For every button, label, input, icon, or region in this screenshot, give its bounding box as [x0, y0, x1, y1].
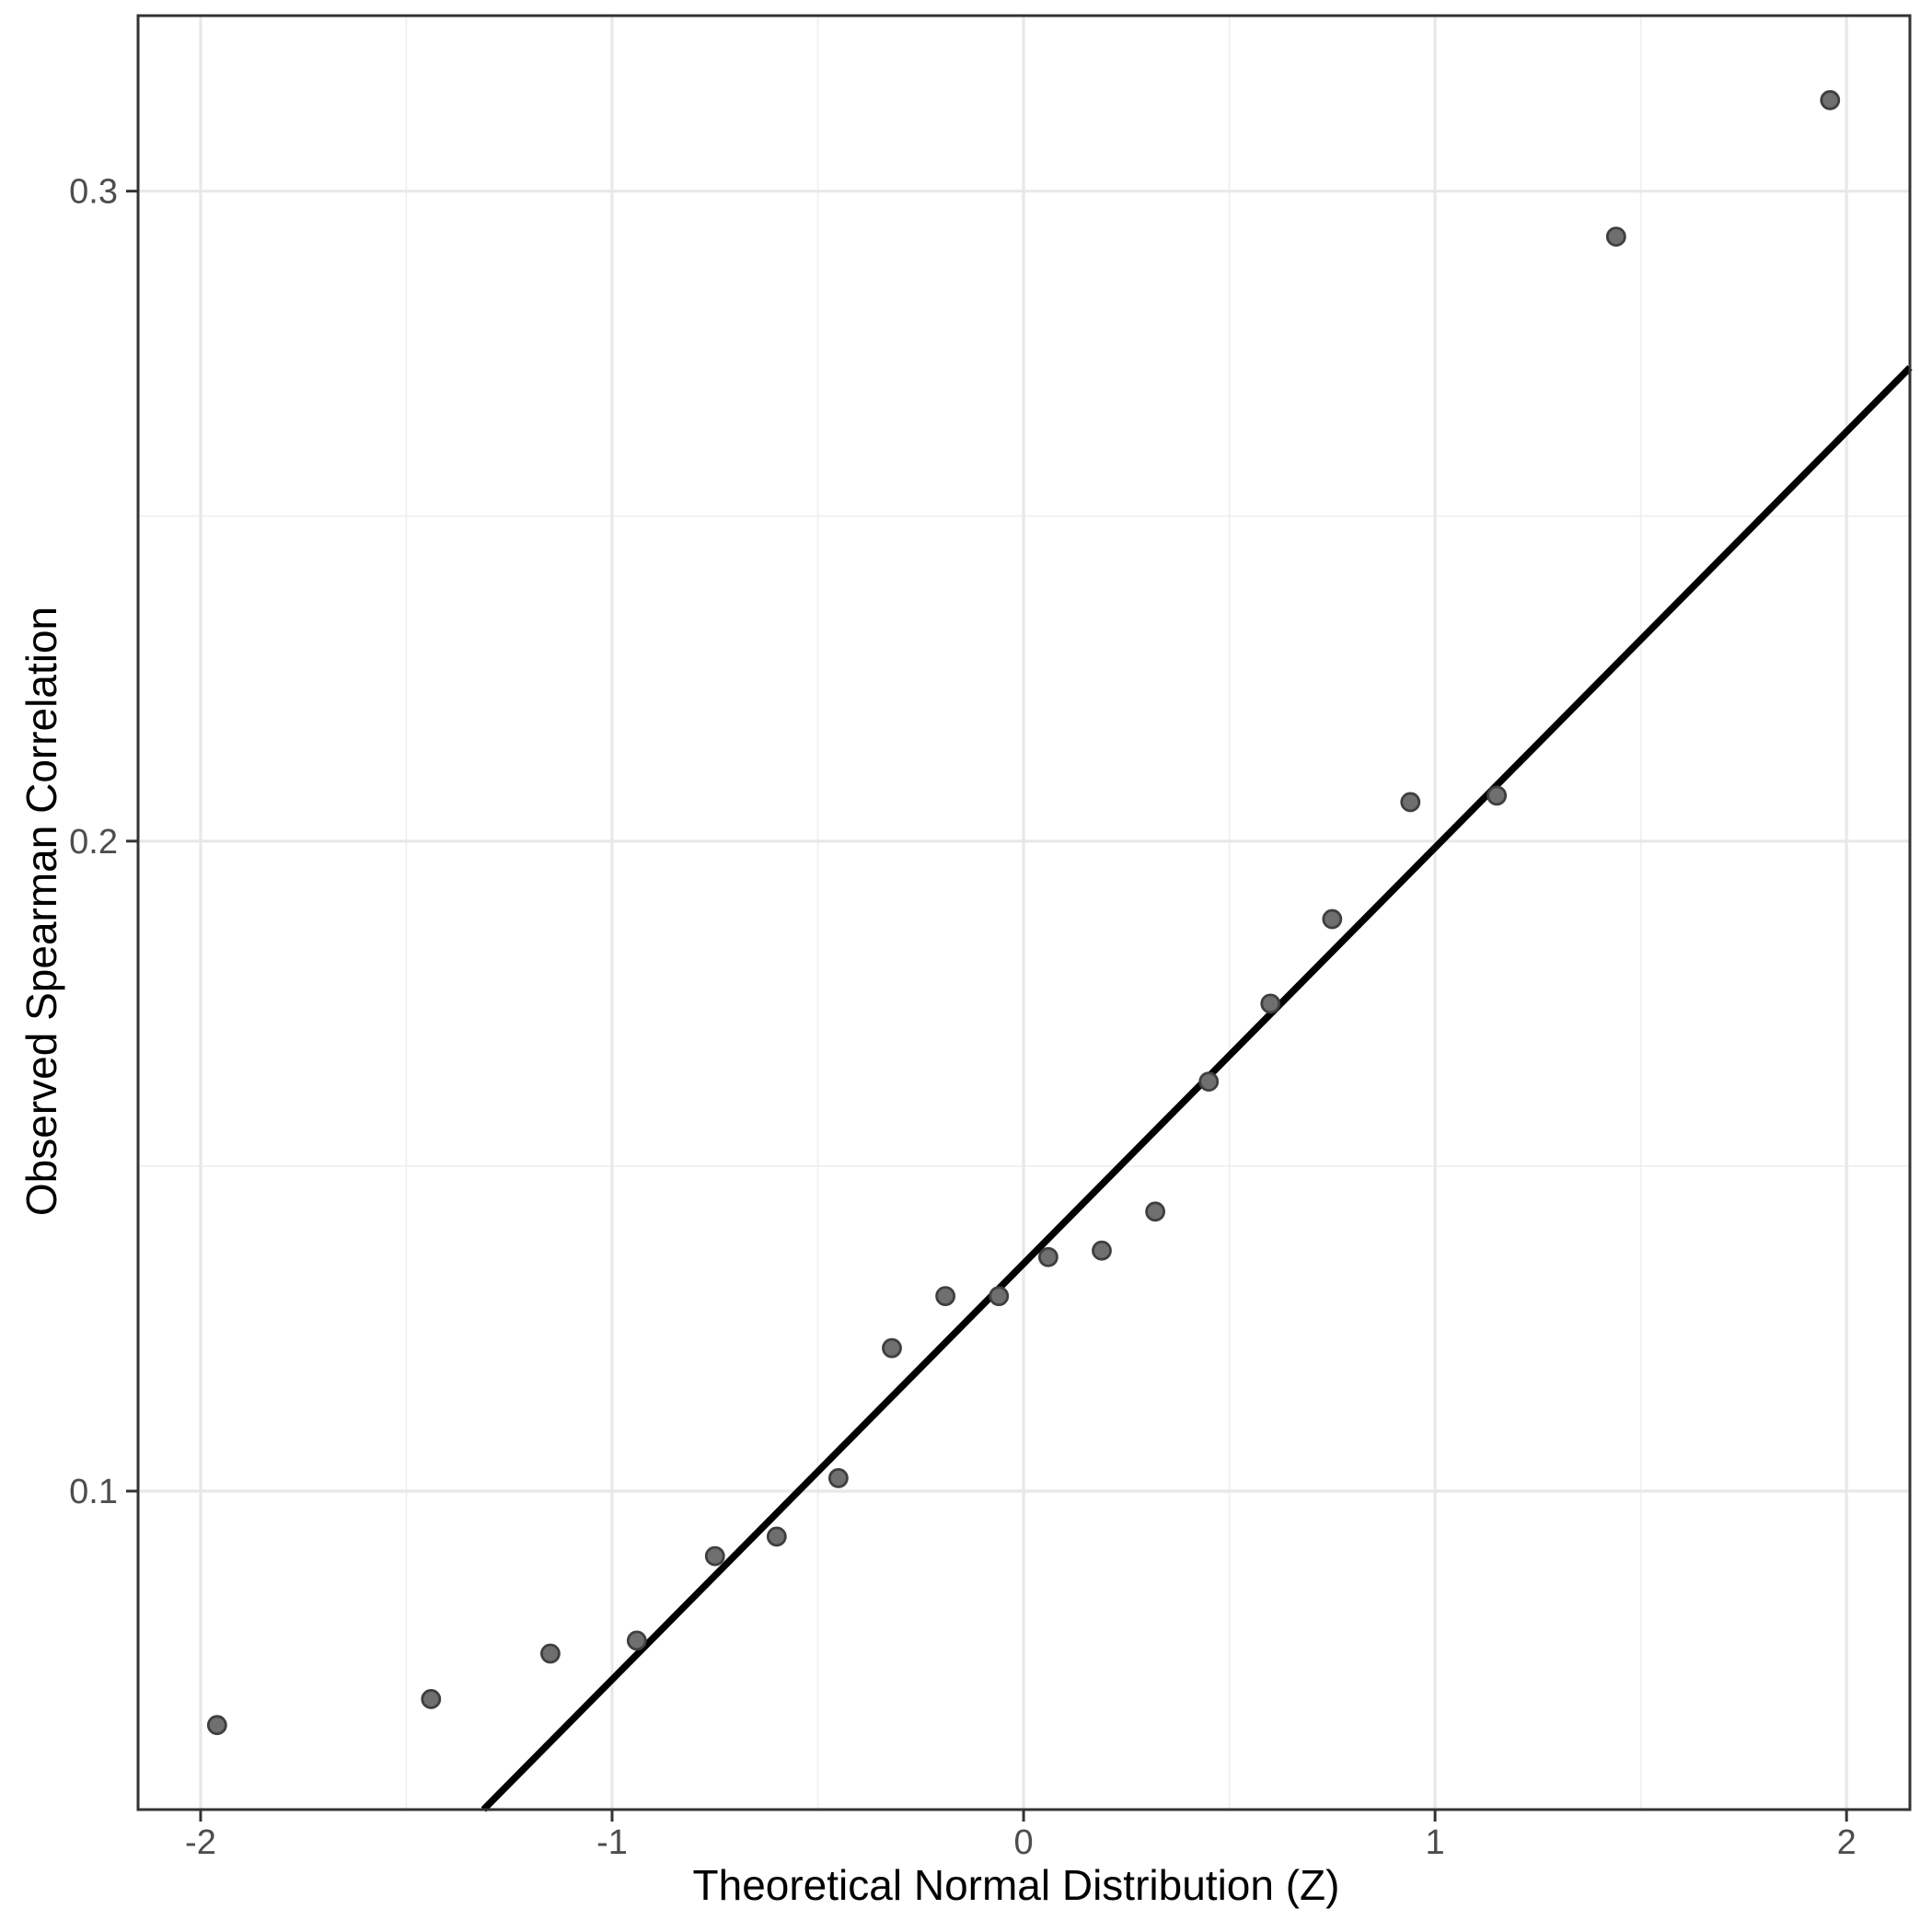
- data-point: [935, 1286, 956, 1307]
- data-point: [1092, 1240, 1112, 1261]
- x-tick-label: 2: [1837, 1823, 1857, 1862]
- x-axis-title: Theoretical Normal Distribution (Z): [693, 1861, 1340, 1909]
- data-point: [827, 1467, 849, 1488]
- y-tick-label: 0.3: [69, 173, 118, 212]
- data-point: [1400, 792, 1421, 813]
- data-point: [1198, 1071, 1220, 1093]
- data-point: [704, 1545, 725, 1567]
- data-point: [989, 1286, 1010, 1307]
- data-point: [1037, 1246, 1059, 1267]
- data-point: [1260, 993, 1281, 1014]
- data-point: [1820, 89, 1841, 110]
- data-points: [206, 89, 1841, 1736]
- qq-reference-line: [480, 364, 1913, 1812]
- x-tick-label: -1: [596, 1823, 628, 1862]
- data-point: [540, 1643, 561, 1664]
- qq-reference-line-group: [480, 364, 1913, 1812]
- data-point: [1322, 908, 1343, 930]
- data-point: [1145, 1201, 1166, 1222]
- x-tick-label: 0: [1013, 1823, 1033, 1862]
- data-point: [1487, 785, 1508, 806]
- axis-tick-marks: [126, 190, 1848, 1822]
- data-point: [766, 1526, 787, 1547]
- y-axis-title: Observed Spearman Correlation: [17, 607, 65, 1216]
- x-tick-label: 1: [1426, 1823, 1445, 1862]
- y-tick-label: 0.1: [69, 1473, 118, 1511]
- y-tick-label: 0.2: [69, 823, 118, 862]
- x-tick-label: -2: [185, 1823, 216, 1862]
- data-point: [206, 1715, 227, 1736]
- major-gridlines: [138, 16, 1910, 1810]
- axis-tick-labels: -2 -1 0 1 2 0.1 0.2 0.3: [69, 173, 1857, 1862]
- data-point: [882, 1337, 902, 1359]
- data-point: [626, 1630, 647, 1651]
- data-point: [1605, 226, 1626, 247]
- data-point: [421, 1689, 442, 1709]
